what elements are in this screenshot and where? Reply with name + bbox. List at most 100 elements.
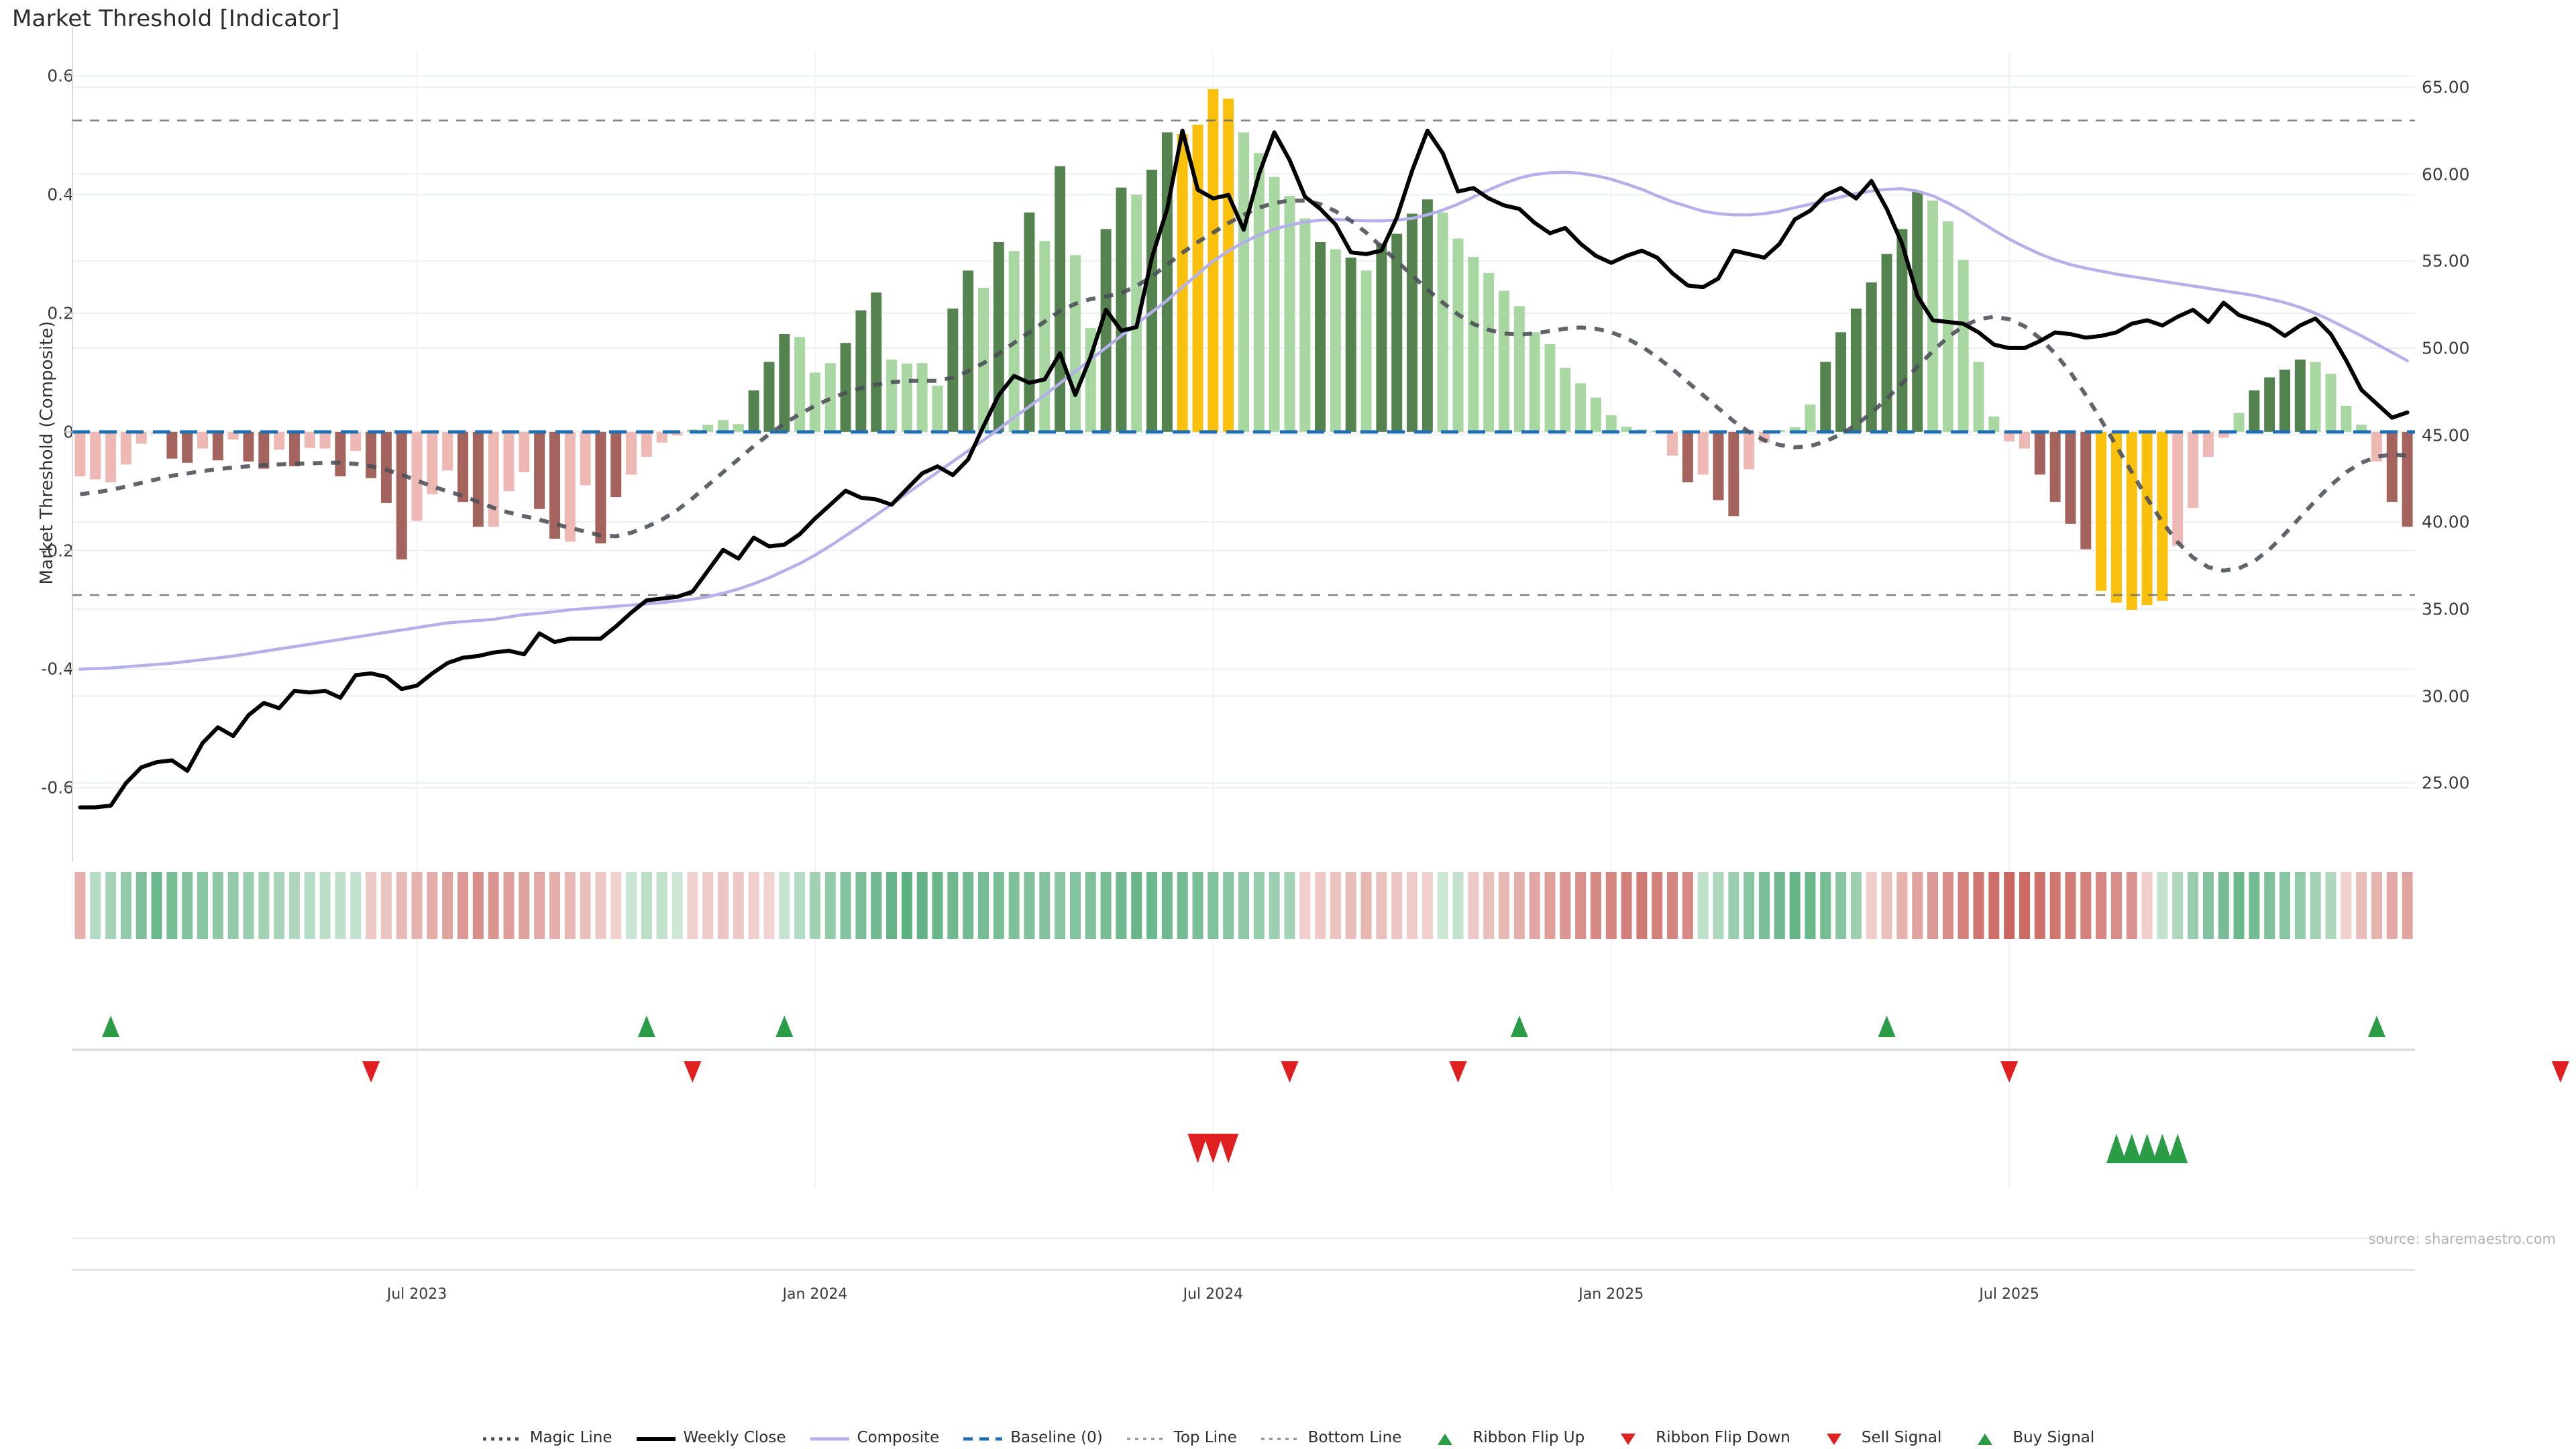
ribbon-cell[interactable]	[2279, 872, 2290, 939]
ribbon-cell[interactable]	[1437, 872, 1448, 939]
ribbon-cell[interactable]	[963, 872, 974, 939]
histogram-bar[interactable]	[2249, 390, 2260, 432]
histogram-bar[interactable]	[2157, 431, 2168, 601]
ribbon-cell[interactable]	[1957, 872, 1969, 939]
histogram-bar[interactable]	[871, 292, 882, 432]
histogram-bar[interactable]	[1499, 290, 1509, 432]
ribbon-cell[interactable]	[458, 872, 468, 939]
ribbon-cell[interactable]	[978, 872, 989, 939]
histogram-bar[interactable]	[2386, 431, 2398, 502]
ribbon-cell[interactable]	[1835, 872, 1847, 939]
ribbon-cell[interactable]	[733, 872, 744, 939]
ribbon-cell[interactable]	[427, 872, 438, 939]
histogram-bar[interactable]	[2141, 431, 2153, 605]
ribbon-cell[interactable]	[243, 872, 254, 939]
histogram-bar[interactable]	[824, 363, 836, 432]
ribbon-cell[interactable]	[656, 872, 667, 939]
histogram-bar[interactable]	[1299, 218, 1311, 432]
sell-signal-marker[interactable]	[1187, 1134, 1208, 1163]
histogram-bar[interactable]	[1269, 176, 1280, 432]
ribbon-cell[interactable]	[350, 872, 362, 939]
histogram-bar[interactable]	[1161, 132, 1173, 432]
ribbon-cell[interactable]	[763, 872, 775, 939]
histogram-bar[interactable]	[564, 431, 576, 542]
ribbon-flip-up-marker[interactable]	[775, 1016, 794, 1037]
ribbon-cell[interactable]	[1575, 872, 1587, 939]
histogram-bar[interactable]	[1146, 170, 1158, 432]
histogram-bar[interactable]	[2310, 362, 2321, 432]
histogram-bar[interactable]	[2202, 431, 2214, 457]
ribbon-cell[interactable]	[2249, 872, 2260, 939]
ribbon-cell[interactable]	[2080, 872, 2092, 939]
ribbon-flip-up-marker[interactable]	[1878, 1016, 1896, 1037]
histogram-bar[interactable]	[2004, 431, 2015, 441]
histogram-bar[interactable]	[932, 385, 943, 432]
ribbon-cell[interactable]	[580, 872, 591, 939]
histogram-bar[interactable]	[427, 431, 438, 494]
histogram-bar[interactable]	[2371, 431, 2382, 462]
ribbon-cell[interactable]	[2264, 872, 2275, 939]
ribbon-cell[interactable]	[1299, 872, 1311, 939]
histogram-bar[interactable]	[2188, 431, 2199, 508]
ribbon-cell[interactable]	[809, 872, 820, 939]
ribbon-cell[interactable]	[74, 872, 86, 939]
histogram-bar[interactable]	[472, 431, 484, 527]
ribbon-cell[interactable]	[2386, 872, 2398, 939]
ribbon-cell[interactable]	[1238, 872, 1249, 939]
histogram-bar[interactable]	[886, 359, 898, 432]
histogram-bar[interactable]	[366, 431, 377, 478]
ribbon-cell[interactable]	[718, 872, 729, 939]
ribbon-cell[interactable]	[2294, 872, 2306, 939]
histogram-bar[interactable]	[840, 343, 851, 432]
histogram-bar[interactable]	[1850, 308, 1862, 432]
ribbon-cell[interactable]	[2402, 872, 2413, 939]
histogram-bar[interactable]	[166, 431, 178, 459]
histogram-bar[interactable]	[1590, 397, 1601, 432]
ribbon-flip-up-marker[interactable]	[637, 1016, 655, 1037]
histogram-bar[interactable]	[1468, 257, 1479, 432]
legend-item[interactable]: Composite	[809, 1429, 939, 1446]
ribbon-cell[interactable]	[1529, 872, 1540, 939]
ribbon-flip-down-marker[interactable]	[684, 1061, 702, 1083]
ribbon-cell[interactable]	[1805, 872, 1816, 939]
histogram-bar[interactable]	[1069, 255, 1081, 432]
histogram-bar[interactable]	[120, 431, 131, 465]
histogram-bar[interactable]	[488, 431, 499, 527]
ribbon-cell[interactable]	[595, 872, 606, 939]
ribbon-cell[interactable]	[1284, 872, 1295, 939]
ribbon-cell[interactable]	[534, 872, 545, 939]
ribbon-cell[interactable]	[1605, 872, 1617, 939]
ribbon-cell[interactable]	[1421, 872, 1433, 939]
ribbon-cell[interactable]	[304, 872, 315, 939]
ribbon-flip-down-marker[interactable]	[1449, 1061, 1467, 1083]
histogram-bar[interactable]	[1192, 124, 1203, 432]
ribbon-cell[interactable]	[1743, 872, 1755, 939]
ribbon-cell[interactable]	[2356, 872, 2367, 939]
histogram-bar[interactable]	[1284, 195, 1295, 432]
ribbon-cell[interactable]	[916, 872, 928, 939]
histogram-bar[interactable]	[1238, 132, 1249, 432]
ribbon-flip-down-marker[interactable]	[2000, 1061, 2019, 1083]
ribbon-flip-down-marker[interactable]	[362, 1061, 380, 1083]
ribbon-cell[interactable]	[1560, 872, 1571, 939]
histogram-bar[interactable]	[1360, 270, 1372, 432]
ribbon-flip-up-row[interactable]	[102, 1016, 2385, 1037]
histogram-bar[interactable]	[1621, 426, 1632, 432]
histogram-bar[interactable]	[1315, 241, 1326, 432]
histogram-bar[interactable]	[1667, 431, 1678, 456]
ribbon-cell[interactable]	[488, 872, 499, 939]
sell-signal-row[interactable]	[1187, 1134, 1239, 1163]
ribbon-cell[interactable]	[90, 872, 101, 939]
ribbon-cell[interactable]	[212, 872, 223, 939]
ribbon-cell[interactable]	[1253, 872, 1265, 939]
histogram-bar[interactable]	[1483, 272, 1495, 432]
ribbon-cell[interactable]	[1544, 872, 1556, 939]
ribbon-cell[interactable]	[1866, 872, 1877, 939]
ribbon-cell[interactable]	[1208, 872, 1219, 939]
chart-plot-area[interactable]	[0, 0, 2576, 1382]
ribbon-cell[interactable]	[687, 872, 698, 939]
ribbon-cell[interactable]	[1881, 872, 1892, 939]
ribbon-cell[interactable]	[2065, 872, 2076, 939]
ribbon-cell[interactable]	[947, 872, 959, 939]
ribbon-cell[interactable]	[1192, 872, 1203, 939]
